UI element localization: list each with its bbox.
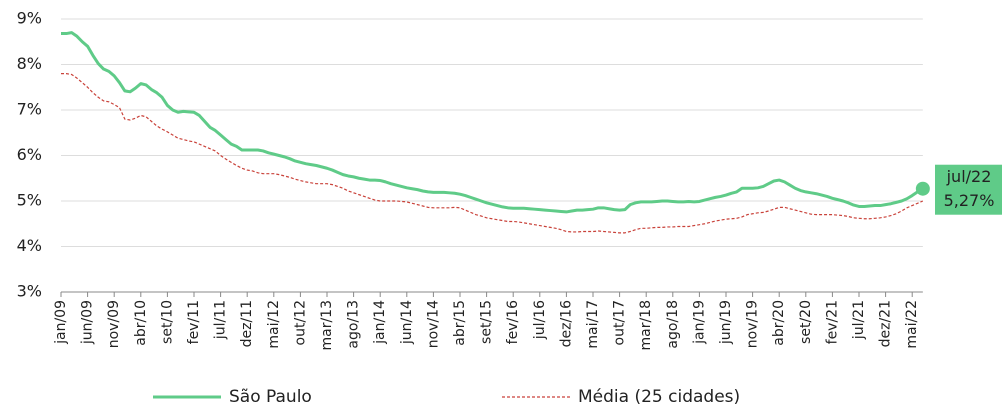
x-tick-label: abr/10 bbox=[133, 300, 149, 346]
y-tick-label: 6% bbox=[17, 145, 42, 164]
x-tick-label: jan/14 bbox=[372, 300, 388, 345]
x-tick-label: nov/09 bbox=[106, 300, 122, 348]
y-tick-label: 8% bbox=[17, 54, 42, 73]
x-tick-label: nov/14 bbox=[425, 300, 441, 348]
legend-label: São Paulo bbox=[229, 387, 312, 407]
annotation-value: 5,27% bbox=[944, 191, 995, 210]
annotation-category: jul/22 bbox=[946, 167, 992, 186]
x-tick-label: nov/19 bbox=[745, 300, 761, 348]
annotation-box bbox=[935, 164, 1002, 215]
x-tick-label: dez/21 bbox=[878, 300, 894, 347]
y-tick-label: 9% bbox=[17, 9, 42, 28]
x-tick-label: jul/11 bbox=[213, 300, 229, 340]
x-tick-label: set/20 bbox=[798, 300, 814, 344]
x-tick-label: ago/18 bbox=[665, 300, 681, 349]
y-tick-label: 4% bbox=[17, 236, 42, 255]
x-tick-label: jun/19 bbox=[718, 300, 734, 345]
x-tick-label: set/15 bbox=[479, 300, 495, 344]
x-tick-label: abr/15 bbox=[452, 300, 468, 346]
x-tick-label: mai/17 bbox=[585, 300, 601, 349]
x-tick-label: mar/13 bbox=[319, 300, 335, 351]
x-tick-label: jun/14 bbox=[399, 300, 415, 345]
x-tick-label: ago/13 bbox=[346, 300, 362, 349]
x-tick-label: jul/21 bbox=[851, 300, 867, 340]
y-tick-label: 3% bbox=[17, 282, 42, 301]
series-line bbox=[61, 73, 924, 234]
x-tick-label: set/10 bbox=[159, 300, 175, 344]
x-tick-label: jan/19 bbox=[691, 300, 707, 345]
x-tick-label: fev/16 bbox=[505, 300, 521, 344]
x-tick-label: out/17 bbox=[612, 300, 628, 345]
end-point bbox=[915, 181, 930, 196]
x-tick-label: dez/16 bbox=[558, 300, 574, 347]
x-tick-label: jul/16 bbox=[532, 300, 548, 340]
x-tick-label: fev/11 bbox=[186, 300, 202, 344]
x-tick-label: mai/22 bbox=[904, 300, 920, 349]
x-tick-label: dez/11 bbox=[239, 300, 255, 347]
x-tick-label: mar/18 bbox=[638, 300, 654, 351]
x-tick-label: fev/21 bbox=[824, 300, 840, 344]
x-tick-label: abr/20 bbox=[771, 300, 787, 346]
y-tick-label: 7% bbox=[17, 100, 42, 119]
legend-label: Média (25 cidades) bbox=[578, 387, 740, 407]
series-line bbox=[61, 31, 924, 214]
x-tick-label: out/12 bbox=[292, 300, 308, 345]
x-tick-label: jun/09 bbox=[80, 300, 96, 345]
x-tick-label: jan/09 bbox=[53, 300, 69, 345]
y-tick-label: 5% bbox=[17, 191, 42, 210]
x-tick-label: mai/12 bbox=[266, 300, 282, 349]
